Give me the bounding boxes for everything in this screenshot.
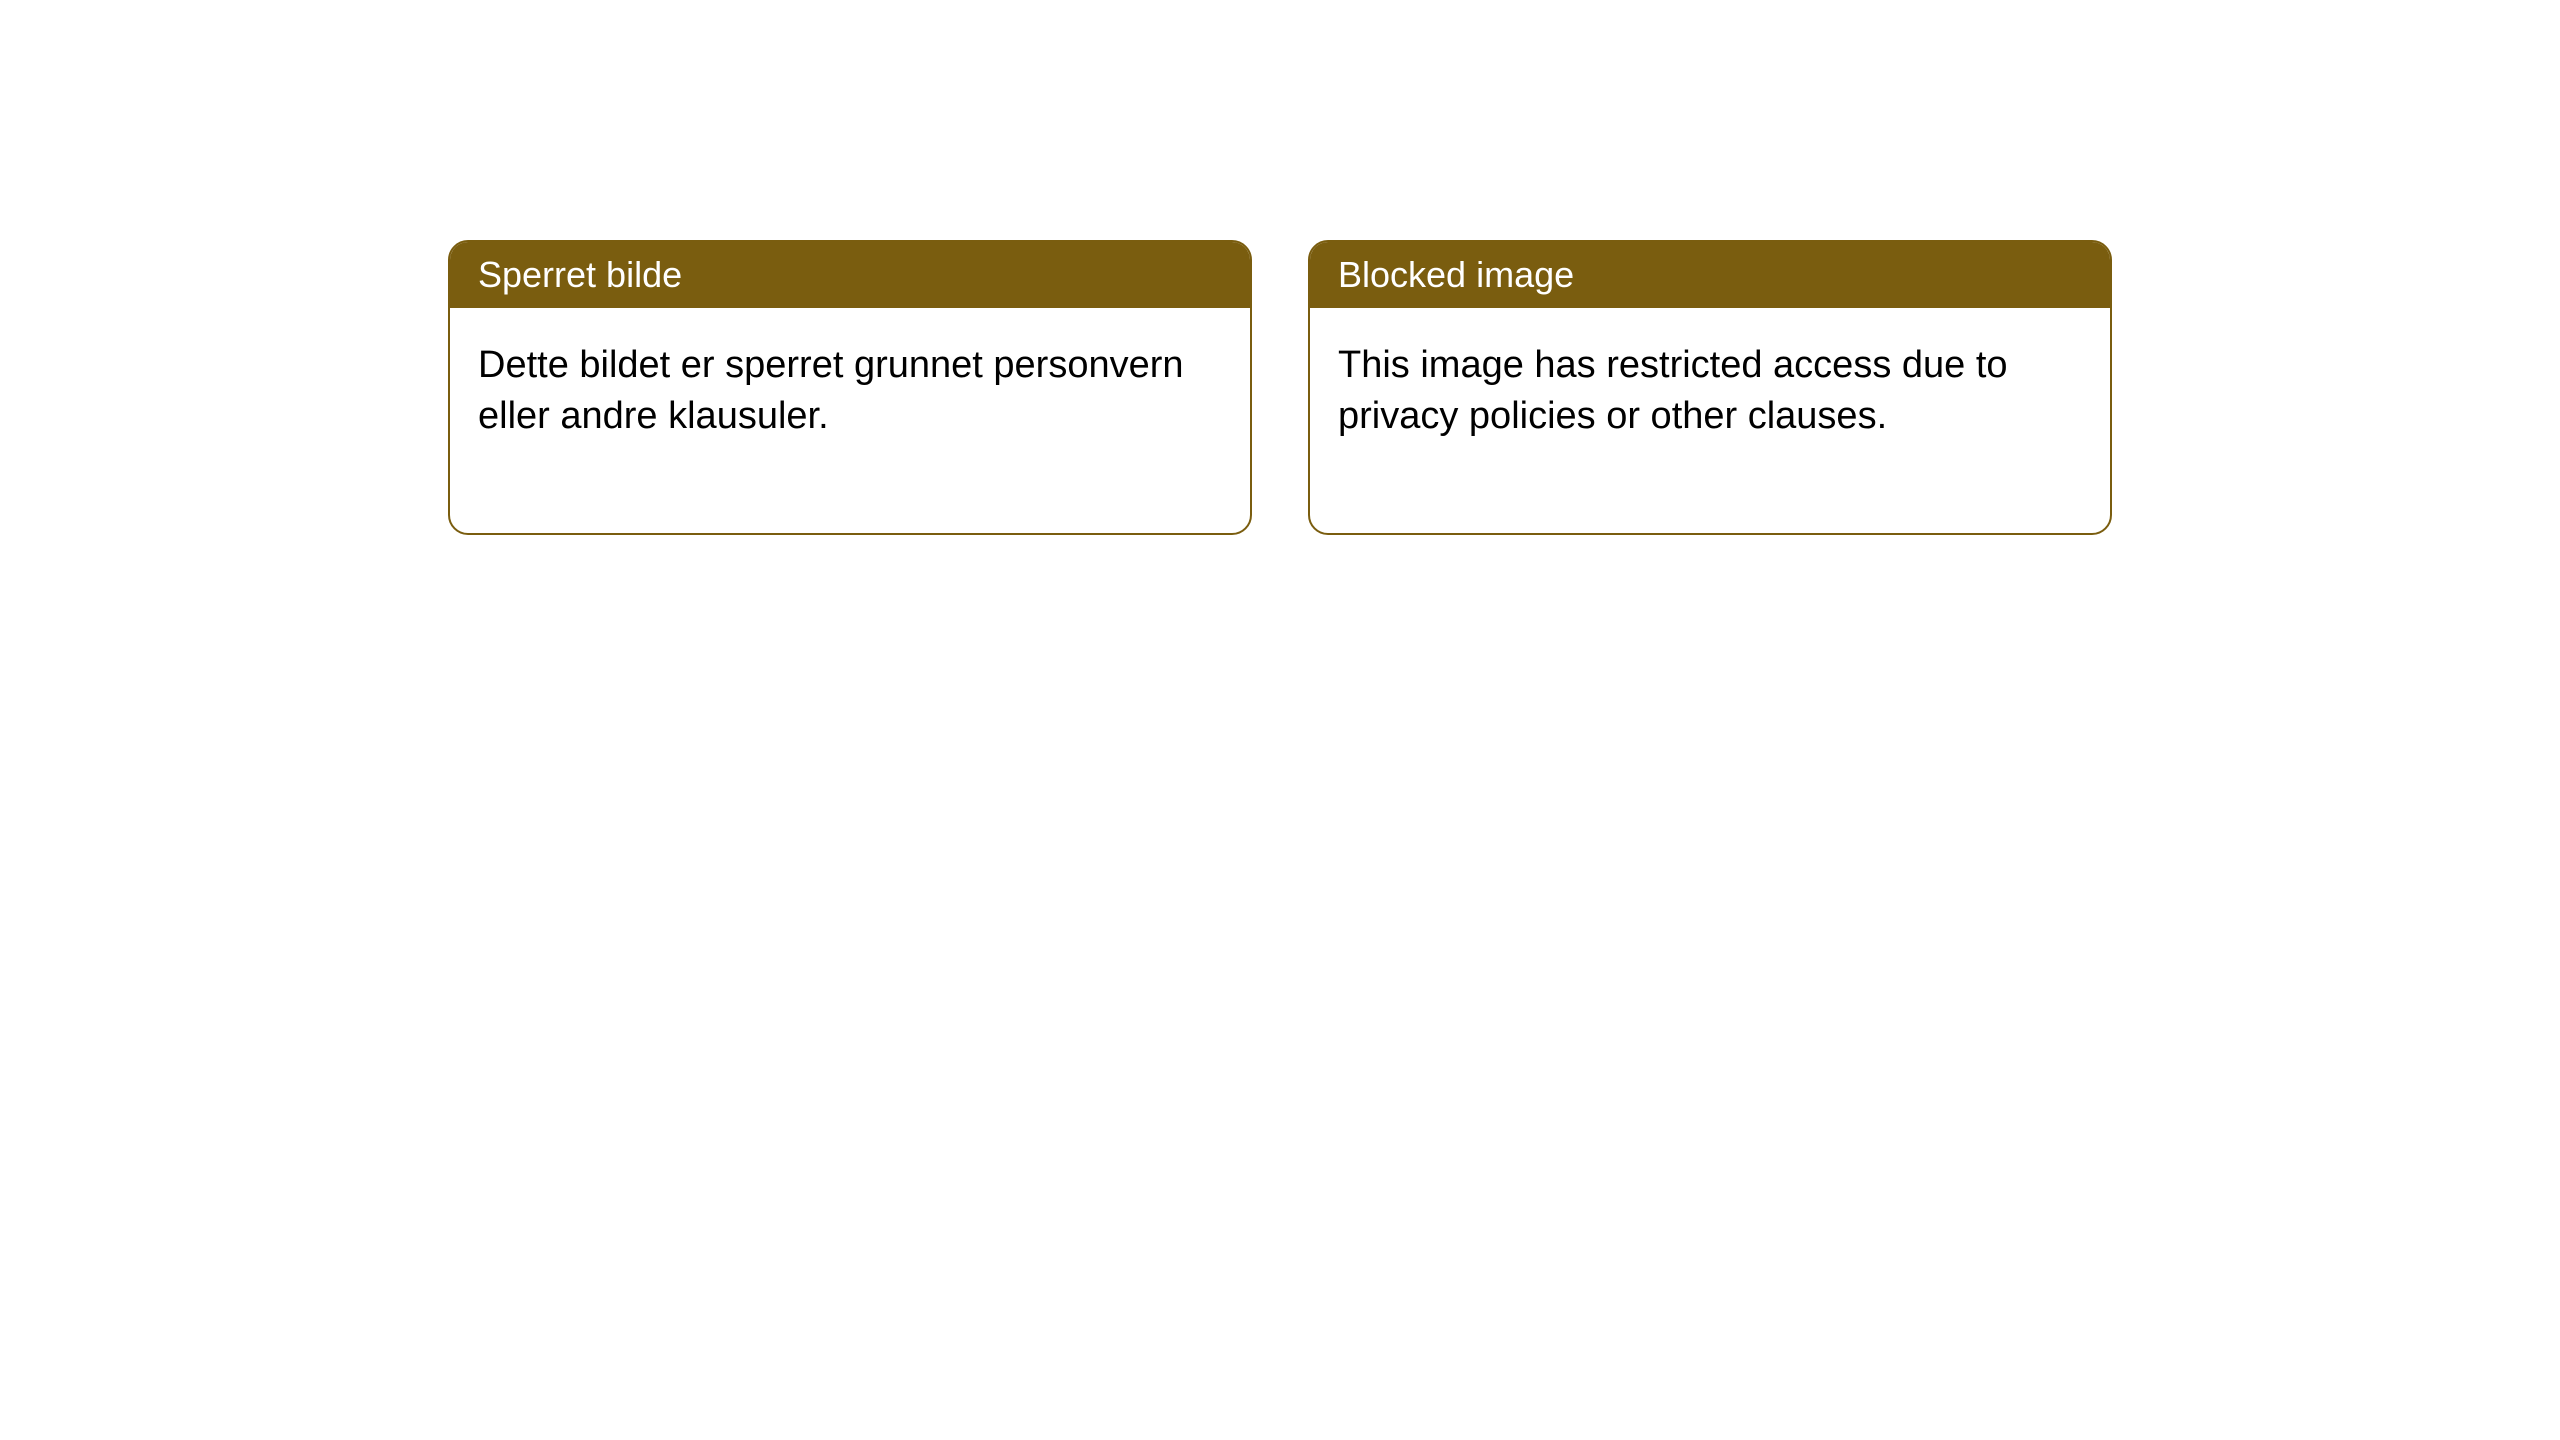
card-title: Blocked image	[1338, 254, 1574, 295]
notice-card-english: Blocked image This image has restricted …	[1308, 240, 2112, 535]
card-header: Sperret bilde	[450, 242, 1250, 308]
card-body-text: Dette bildet er sperret grunnet personve…	[478, 344, 1184, 437]
card-body: Dette bildet er sperret grunnet personve…	[450, 308, 1250, 533]
card-title: Sperret bilde	[478, 254, 682, 295]
card-header: Blocked image	[1310, 242, 2110, 308]
notice-cards-container: Sperret bilde Dette bildet er sperret gr…	[448, 240, 2112, 535]
notice-card-norwegian: Sperret bilde Dette bildet er sperret gr…	[448, 240, 1252, 535]
card-body: This image has restricted access due to …	[1310, 308, 2110, 533]
card-body-text: This image has restricted access due to …	[1338, 344, 2008, 437]
